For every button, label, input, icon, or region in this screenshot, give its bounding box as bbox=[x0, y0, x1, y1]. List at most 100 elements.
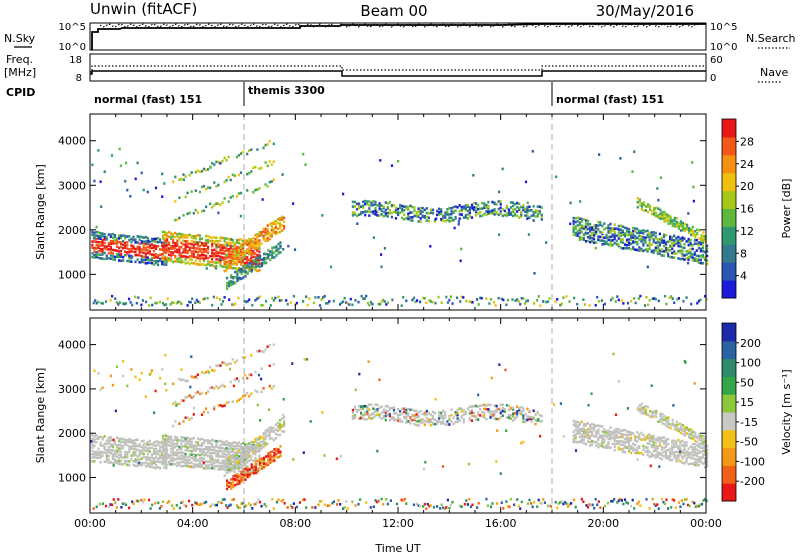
range-gate-cell bbox=[568, 300, 571, 303]
range-gate-cell bbox=[578, 430, 581, 433]
range-gate-cell bbox=[695, 249, 698, 252]
range-gate-cell bbox=[589, 240, 592, 244]
range-gate-cell bbox=[652, 434, 655, 438]
range-gate-cell bbox=[217, 500, 220, 504]
range-gate-cell bbox=[372, 411, 375, 415]
range-gate-cell bbox=[468, 300, 471, 303]
range-gate-cell bbox=[450, 408, 453, 411]
range-gate-cell bbox=[148, 250, 151, 253]
range-gate-cell bbox=[213, 181, 216, 184]
range-gate-cell bbox=[536, 410, 539, 414]
range-gate-cell bbox=[584, 240, 588, 243]
range-gate-cell bbox=[628, 238, 631, 241]
range-gate-cell bbox=[417, 210, 420, 213]
range-gate-cell bbox=[423, 413, 426, 417]
range-gate-cell bbox=[692, 437, 695, 441]
range-gate-cell bbox=[679, 220, 682, 223]
range-gate-cell bbox=[241, 460, 245, 464]
range-gate-cell bbox=[695, 254, 698, 258]
range-gate-cell bbox=[215, 439, 218, 443]
range-gate-cell bbox=[227, 248, 230, 251]
range-gate-cell bbox=[188, 300, 191, 304]
range-gate-cell bbox=[578, 435, 581, 439]
range-gate-cell bbox=[238, 476, 241, 479]
range-gate-cell bbox=[351, 500, 354, 504]
range-gate-cell bbox=[651, 410, 654, 414]
range-gate-cell bbox=[134, 450, 137, 454]
range-gate-cell bbox=[227, 259, 230, 263]
range-gate-cell bbox=[225, 253, 228, 257]
range-gate-cell bbox=[679, 422, 682, 426]
range-gate-cell bbox=[241, 451, 245, 454]
range-gate-cell bbox=[230, 283, 233, 287]
range-gate-cell bbox=[200, 453, 204, 456]
range-gate-cell bbox=[122, 446, 125, 450]
range-gate-cell bbox=[663, 217, 666, 220]
range-gate-cell bbox=[574, 440, 577, 444]
range-gate-cell bbox=[507, 414, 511, 417]
range-gate-cell bbox=[329, 265, 333, 269]
range-gate-cell bbox=[184, 234, 187, 237]
nsky-trace-tick bbox=[492, 25, 495, 27]
range-gate-cell bbox=[146, 456, 149, 459]
range-gate-cell bbox=[126, 241, 129, 244]
nsky-trace-tick bbox=[636, 25, 639, 27]
range-gate-cell bbox=[656, 250, 659, 253]
range-gate-cell bbox=[706, 262, 709, 266]
range-gate-cell bbox=[246, 468, 249, 472]
range-gate-cell bbox=[227, 470, 230, 474]
range-gate-cell bbox=[498, 233, 501, 236]
range-gate-cell bbox=[188, 465, 191, 469]
range-gate-cell bbox=[197, 300, 200, 304]
range-gate-cell bbox=[688, 504, 691, 508]
range-gate-cell bbox=[124, 234, 127, 238]
nsky-trace-tick bbox=[378, 25, 381, 28]
range-gate-cell bbox=[401, 204, 404, 208]
range-gate-cell bbox=[258, 167, 261, 170]
range-gate-cell bbox=[419, 410, 422, 413]
range-gate-cell bbox=[681, 444, 684, 447]
range-gate-cell bbox=[603, 445, 606, 449]
range-gate-cell bbox=[198, 260, 201, 263]
range-gate-cell bbox=[115, 446, 119, 449]
range-gate-cell bbox=[444, 211, 447, 214]
range-gate-cell bbox=[217, 202, 220, 206]
range-gate-cell bbox=[646, 250, 649, 253]
range-gate-cell bbox=[217, 364, 220, 367]
range-gate-cell bbox=[351, 411, 354, 414]
range-gate-cell bbox=[223, 264, 226, 267]
range-gate-cell bbox=[597, 220, 600, 224]
range-gate-cell bbox=[621, 440, 624, 444]
range-gate-cell bbox=[573, 498, 576, 502]
range-gate-cell bbox=[150, 258, 153, 262]
range-gate-cell bbox=[362, 417, 365, 420]
range-gate-cell bbox=[114, 501, 117, 504]
range-gate-cell bbox=[692, 199, 695, 203]
range-gate-cell bbox=[178, 402, 181, 406]
range-gate-cell bbox=[182, 239, 185, 242]
range-gate-cell bbox=[532, 219, 535, 222]
range-gate-cell bbox=[687, 462, 690, 466]
range-gate-cell bbox=[470, 414, 474, 418]
range-gate-cell bbox=[228, 481, 231, 485]
range-gate-cell bbox=[649, 464, 652, 468]
range-gate-cell bbox=[221, 258, 224, 261]
range-gate-cell bbox=[291, 362, 294, 365]
range-gate-cell bbox=[164, 303, 168, 306]
range-gate-cell bbox=[411, 298, 414, 302]
range-gate-cell bbox=[115, 506, 118, 509]
range-gate-cell bbox=[683, 227, 687, 230]
range-gate-cell bbox=[499, 408, 502, 412]
range-gate-cell bbox=[158, 300, 161, 304]
range-gate-cell bbox=[582, 424, 585, 427]
range-gate-cell bbox=[442, 409, 445, 413]
range-gate-cell bbox=[264, 183, 267, 186]
range-gate-cell bbox=[370, 417, 373, 420]
range-gate-cell bbox=[471, 503, 474, 507]
range-gate-cell bbox=[706, 456, 709, 460]
range-gate-cell bbox=[227, 265, 230, 268]
range-gate-cell bbox=[231, 244, 234, 248]
cpid-segment-label: normal (fast) 151 bbox=[94, 93, 202, 106]
range-gate-cell bbox=[95, 244, 98, 247]
